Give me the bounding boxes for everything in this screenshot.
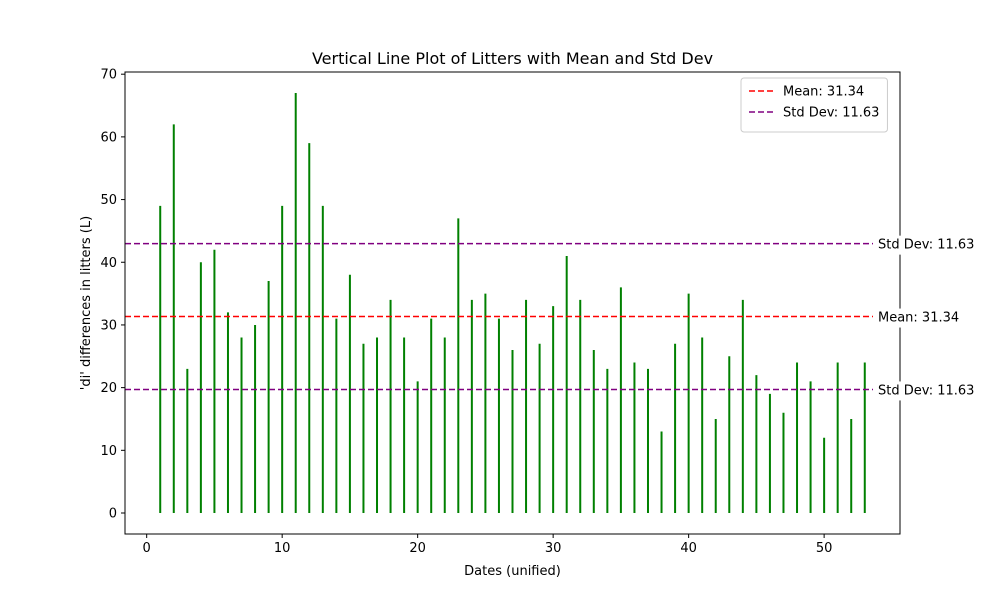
reference-line-labels: Mean: 31.34 Std Dev: 11.63 Std Dev: 11.63 [873, 235, 980, 401]
x-tick-label: 20 [409, 541, 426, 556]
y-tick-label: 60 [100, 130, 117, 145]
x-tick-label: 30 [545, 541, 562, 556]
y-axis-label: 'di' differences in litters (L) [79, 216, 94, 390]
data-lines [159, 93, 866, 513]
chart-title: Vertical Line Plot of Litters with Mean … [312, 49, 713, 68]
y-tick-label: 30 [100, 318, 117, 333]
ref-label-std-upper: Std Dev: 11.63 [878, 238, 974, 253]
reference-lines [125, 242, 900, 391]
legend: Mean: 31.34 Std Dev: 11.63 [740, 77, 888, 133]
ref-label-background [873, 308, 965, 328]
ref-label-background [873, 381, 980, 401]
y-tick-label: 0 [109, 507, 117, 522]
x-tick-label: 0 [143, 541, 151, 556]
plot-area-frame [124, 71, 901, 535]
y-tick-label: 20 [100, 381, 117, 396]
ref-label-mean: Mean: 31.34 [878, 311, 959, 326]
ref-label-background [873, 235, 980, 255]
x-tick-label: 10 [274, 541, 291, 556]
y-tick-label: 10 [100, 444, 117, 459]
x-axis-label: Dates (unified) [464, 564, 561, 579]
x-tick-label: 40 [680, 541, 697, 556]
x-tick-label: 50 [816, 541, 833, 556]
legend-label-mean: Mean: 31.34 [783, 85, 864, 100]
y-tick-label: 50 [100, 193, 117, 208]
x-axis-ticks: 0 10 20 30 40 50 [143, 534, 833, 556]
ref-label-std-lower: Std Dev: 11.63 [878, 383, 974, 398]
legend-box [740, 77, 888, 133]
y-tick-label: 40 [100, 256, 117, 271]
legend-label-std-upper: Std Dev: 11.63 [783, 106, 879, 121]
y-axis-ticks: 0 10 20 30 40 50 60 70 [100, 68, 125, 522]
y-tick-label: 70 [100, 68, 117, 83]
